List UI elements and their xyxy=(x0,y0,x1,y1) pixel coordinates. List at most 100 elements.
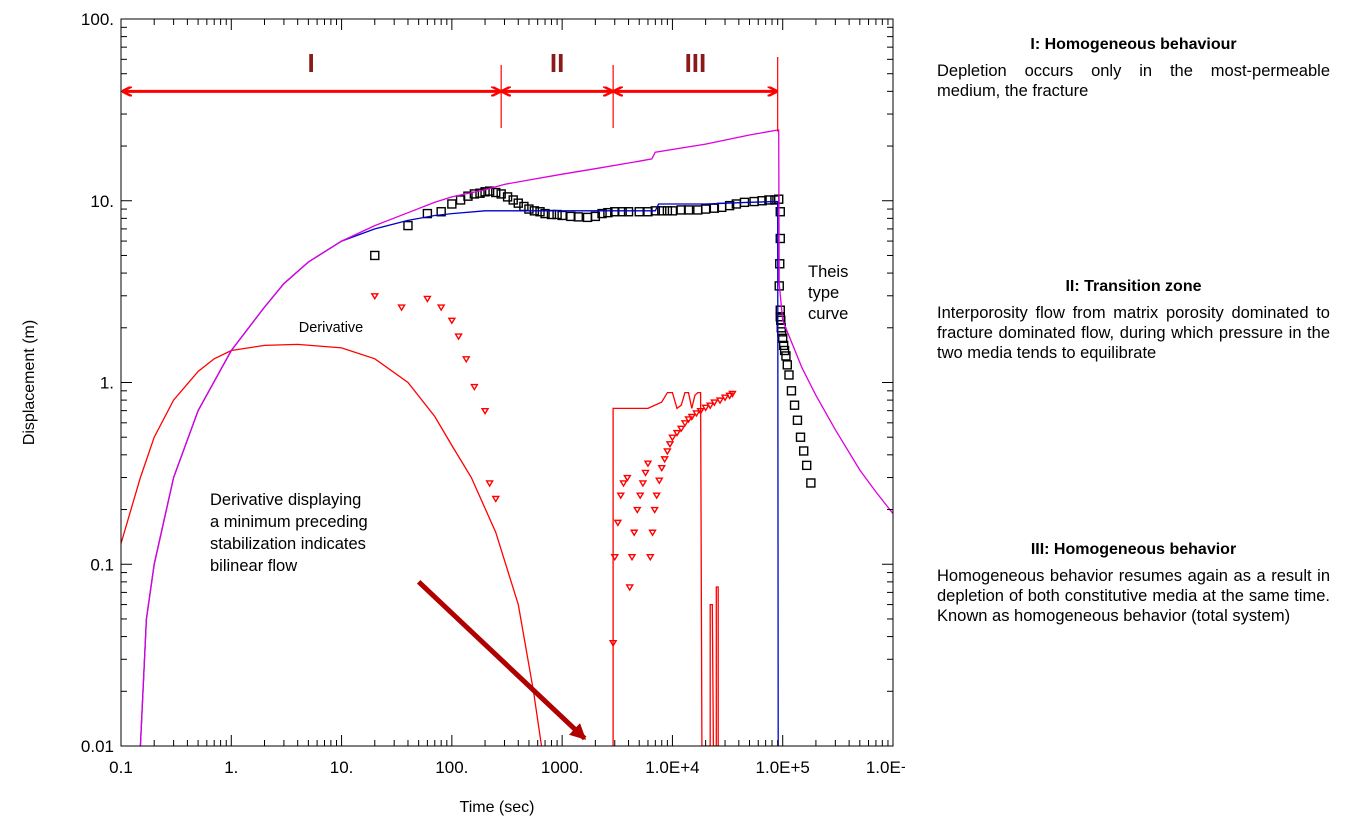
data-point-square xyxy=(789,400,800,410)
axes-layer: 0.1 1. 10. 100. 1000. 1.0E+4 1.0E+5 1.0E+6 0.01 0… xyxy=(21,10,905,816)
data-point-triangle xyxy=(692,410,701,418)
data-point-triangle xyxy=(701,404,710,412)
data-point-square xyxy=(469,189,480,199)
x-tick-label: 1000. xyxy=(541,758,584,777)
data-point-square xyxy=(806,478,816,488)
panel-region-3: III: Homogeneous behavior Homogeneous be… xyxy=(937,541,1330,626)
bilinear-annotation-line: bilinear flow xyxy=(210,557,297,575)
theis-label-line: Theis xyxy=(808,263,848,281)
data-point-triangle xyxy=(665,441,675,449)
data-point-square xyxy=(757,196,767,206)
data-point-triangle xyxy=(643,460,653,468)
y-tick-label: 100. xyxy=(81,10,114,29)
theis-label-line: curve xyxy=(808,305,848,323)
data-point-square xyxy=(683,205,694,215)
data-point-square xyxy=(603,207,613,218)
data-point-triangle xyxy=(613,519,623,527)
series-line xyxy=(139,200,779,746)
data-point-square xyxy=(662,206,673,216)
data-point-square xyxy=(422,208,433,219)
x-tick-label: 1.0E+6 xyxy=(866,758,905,777)
data-point-square xyxy=(524,204,534,214)
data-point-triangle xyxy=(625,584,634,592)
data-point-square xyxy=(436,207,446,217)
data-point-square xyxy=(590,211,601,222)
y-tick-label: 0.1 xyxy=(90,555,114,574)
data-point-triangle xyxy=(638,480,648,488)
data-point-triangle xyxy=(616,492,625,500)
data-point-square xyxy=(597,208,607,219)
bilinear-annotation-line: Derivative displaying xyxy=(210,491,361,509)
data-point-triangle xyxy=(725,392,734,400)
data-point-triangle xyxy=(447,317,457,325)
theis-label-line: type xyxy=(808,284,839,302)
y-tick-label: 10. xyxy=(90,192,114,211)
panel-title: III: Homogeneous behavior xyxy=(1030,541,1237,558)
data-point-triangle xyxy=(668,434,677,442)
data-point-square xyxy=(778,340,789,351)
data-point-triangle xyxy=(623,474,632,482)
x-tick-label: 100. xyxy=(435,758,468,777)
data-point-square xyxy=(775,305,785,315)
panel-title: I: Homogeneous behaviour xyxy=(1030,36,1237,53)
data-point-square xyxy=(447,199,457,209)
data-point-triangle xyxy=(633,506,642,514)
data-point-square xyxy=(557,210,567,221)
bilinear-arrow xyxy=(416,580,587,741)
bilinear-annotation-line: a minimum preceding xyxy=(210,513,368,531)
data-point-square xyxy=(693,205,703,215)
data-point-triangle xyxy=(370,293,380,301)
panel-region-2: II: Transition zone Interporosity flow f… xyxy=(937,278,1330,363)
data-point-triangle xyxy=(680,420,690,428)
x-tick-label: 10. xyxy=(330,758,354,777)
data-point-triangle xyxy=(629,529,639,537)
data-point-triangle xyxy=(660,456,669,464)
data-point-square xyxy=(781,351,791,361)
data-point-triangle xyxy=(635,492,645,500)
data-point-triangle xyxy=(672,429,682,437)
data-point-triangle xyxy=(648,529,657,537)
plot-area xyxy=(121,129,893,746)
data-point-triangle xyxy=(687,413,697,421)
data-point-triangle xyxy=(710,399,719,407)
data-point-square xyxy=(700,204,711,214)
data-point-triangle xyxy=(646,554,655,562)
bilinear-annotation-line: stabilization indicates xyxy=(210,535,366,553)
data-point-square xyxy=(775,233,785,244)
data-point-triangle xyxy=(491,495,500,503)
data-point-triangle xyxy=(728,390,737,398)
data-point-square xyxy=(657,206,667,216)
data-point-triangle xyxy=(715,397,725,405)
x-tick-label: 1.0E+5 xyxy=(756,758,810,777)
data-point-square xyxy=(775,207,785,217)
data-point-triangle xyxy=(627,554,637,562)
data-point-triangle xyxy=(652,492,661,500)
data-point-square xyxy=(784,370,794,380)
data-point-square xyxy=(535,207,545,217)
panel-title: II: Transition zone xyxy=(1065,278,1202,295)
data-point-square xyxy=(370,250,380,261)
data-point-square xyxy=(782,360,792,370)
panel-text: Depletion occurs only in the most-permea… xyxy=(937,62,1330,100)
data-point-triangle xyxy=(480,407,490,416)
x-tick-label: 1.0E+4 xyxy=(645,758,699,777)
chart: 0.1 1. 10. 100. 1000. 1.0E+4 1.0E+5 1.0E+6 0.01 0… xyxy=(21,10,905,816)
series-line xyxy=(612,391,719,746)
data-point-triangle xyxy=(436,304,446,312)
y-tick-label: 0.01 xyxy=(81,737,114,756)
y-axis-title: Displacement (m) xyxy=(21,320,38,445)
series-layer xyxy=(121,129,893,746)
data-point-square xyxy=(799,446,809,456)
data-point-square xyxy=(778,333,788,344)
data-point-square xyxy=(623,207,634,217)
series-line xyxy=(121,343,543,746)
data-point-square xyxy=(540,208,550,219)
data-point-triangle xyxy=(663,448,672,456)
panel-text: Homogeneous behavior resumes again as a … xyxy=(937,567,1330,625)
region-label: III xyxy=(685,48,707,78)
x-tick-label: 1. xyxy=(224,758,238,777)
data-point-triangle xyxy=(485,480,494,488)
region-label: I xyxy=(307,48,314,78)
data-point-square xyxy=(795,432,806,442)
